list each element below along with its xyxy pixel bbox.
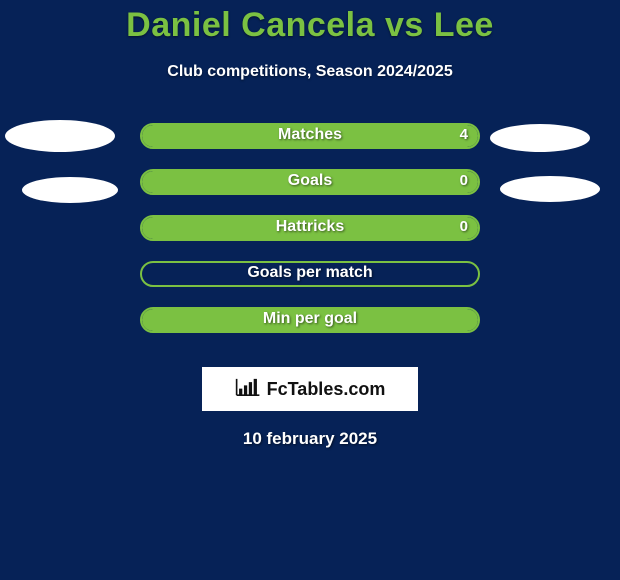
stat-bar-fill [142,171,478,193]
stat-row: Hattricks0 [0,215,620,261]
page-title: Daniel Cancela vs Lee [0,0,620,45]
stat-bar [140,261,480,287]
stats-list: Matches4Goals0Hattricks0Goals per matchM… [0,123,620,353]
date-label: 10 february 2025 [0,429,620,449]
stat-bar [140,307,480,333]
player-photo-placeholder [5,120,115,152]
player-photo-placeholder [500,176,600,202]
stat-bar-fill [142,217,478,239]
stat-bar-fill [142,309,478,331]
bar-chart-icon [235,377,261,402]
stat-bar [140,215,480,241]
site-logo: FcTables.com [202,367,418,411]
stat-bar [140,169,480,195]
stat-bar [140,123,480,149]
stat-row: Min per goal [0,307,620,353]
player-photo-placeholder [22,177,118,203]
player-photo-placeholder [490,124,590,152]
subtitle: Club competitions, Season 2024/2025 [0,63,620,81]
stat-row: Goals per match [0,261,620,307]
stat-bar-fill [142,125,478,147]
logo-text: FcTables.com [267,379,386,400]
